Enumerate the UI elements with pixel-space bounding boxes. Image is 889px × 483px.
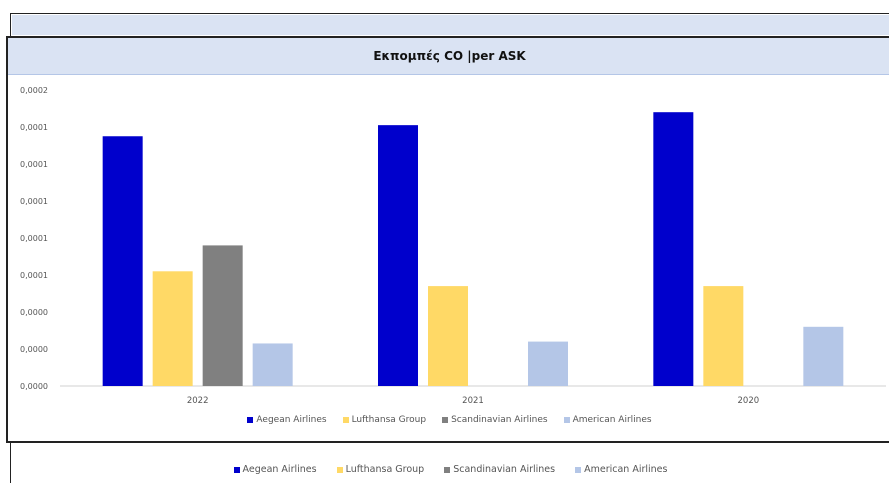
y-tick-label: 0,0001: [20, 234, 48, 243]
bar-aegean-airlines-2020: [653, 112, 694, 386]
legend-item: American Airlines: [563, 415, 652, 425]
legend-label: Lufthansa Group: [351, 415, 427, 425]
background-chart-title-strip: [12, 15, 889, 35]
legend-swatch: [444, 466, 451, 473]
legend-item: Aegean Airlines: [233, 464, 317, 475]
bar-lufthansa-group-2020: [703, 286, 744, 386]
plot-area: 0,0000 0,0000 0,0000 0,0001 0,0001 0,0001 0,00…: [20, 86, 886, 406]
y-tick-label: 0,0002: [20, 86, 48, 95]
legend-label: American Airlines: [572, 415, 652, 425]
legend-swatch: [233, 466, 240, 473]
y-tick-label: 0,0000: [20, 345, 48, 354]
legend-swatch: [563, 417, 570, 423]
legend-label: Scandinavian Airlines: [451, 415, 548, 425]
y-tick-label: 0,0001: [20, 197, 48, 206]
x-category-label: 2022: [187, 396, 209, 406]
y-tick-label: 0,0001: [20, 160, 48, 169]
legend-item: Lufthansa Group: [342, 415, 427, 425]
bar-aegean-airlines-2022: [102, 136, 143, 386]
legend-swatch: [575, 466, 582, 473]
legend-swatch: [442, 417, 449, 423]
legend-label: American Airlines: [584, 464, 668, 475]
chart-title: Εκπομπές CO |per ASK: [8, 38, 889, 75]
legend-item: Lufthansa Group: [336, 464, 425, 475]
chart-container: Εκπομπές CO |per ASK 0,0000 0,0000 0,0000 0…: [6, 36, 889, 443]
legend-label: Scandinavian Airlines: [453, 464, 556, 475]
legend-label: Lufthansa Group: [345, 464, 425, 475]
legend-label: Aegean Airlines: [256, 415, 327, 425]
legend-item: Scandinavian Airlines: [442, 415, 548, 425]
y-tick-label: 0,0001: [20, 123, 48, 132]
bar-aegean-airlines-2021: [378, 125, 418, 387]
bar-lufthansa-group-2022: [152, 271, 193, 386]
legend-item: American Airlines: [575, 464, 667, 475]
bar-scandinavian-airlines-2022: [202, 245, 243, 386]
x-category-label: 2021: [462, 396, 484, 406]
chart-legend: Aegean Airlines Lufthansa Group Scandina…: [8, 415, 889, 425]
bar-american-airlines-2020: [803, 326, 844, 386]
background-chart-legend: Aegean Airlines Lufthansa Group Scandina…: [11, 464, 889, 475]
legend-item: Scandinavian Airlines: [444, 464, 555, 475]
legend-swatch: [342, 417, 349, 423]
bar-american-airlines-2022: [252, 343, 293, 386]
legend-swatch: [247, 417, 254, 423]
y-tick-label: 0,0001: [20, 271, 48, 280]
y-tick-label: 0,0000: [20, 308, 48, 317]
bar-lufthansa-group-2021: [428, 286, 468, 386]
legend-label: Aegean Airlines: [242, 464, 317, 475]
x-category-label: 2020: [738, 396, 760, 406]
bar-american-airlines-2021: [528, 341, 568, 386]
y-tick-label: 0,0000: [20, 382, 48, 391]
legend-swatch: [336, 466, 343, 473]
legend-item: Aegean Airlines: [247, 415, 327, 425]
